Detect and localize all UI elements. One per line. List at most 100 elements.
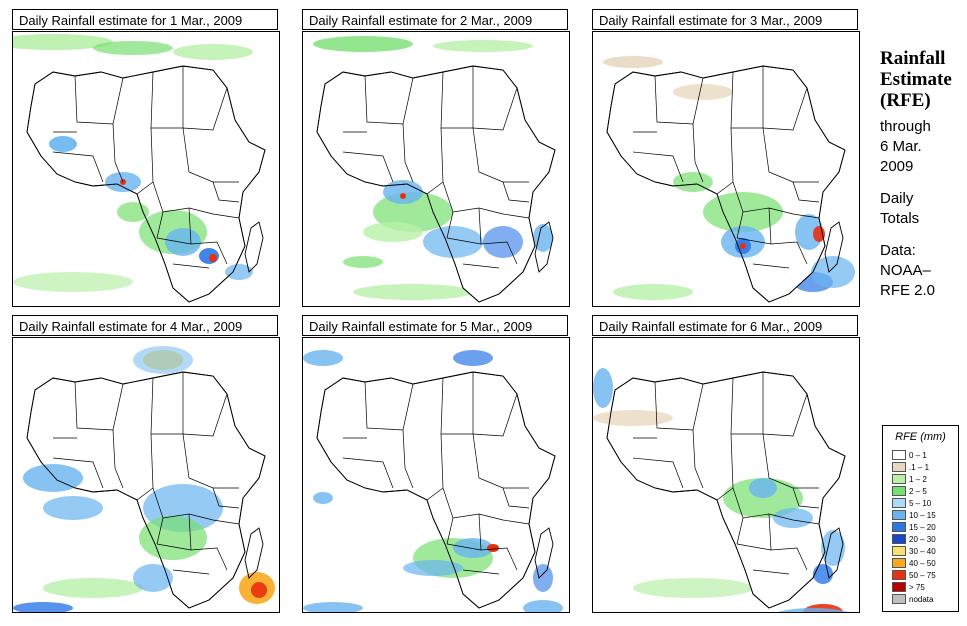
legend-swatch (892, 594, 906, 604)
legend-swatch (892, 570, 906, 580)
country-border (762, 87, 808, 131)
legend-label: 30 – 40 (909, 547, 936, 556)
rain-patch (303, 602, 363, 612)
panel-title: Daily Rainfall estimate for 4 Mar., 2009 (12, 315, 278, 336)
rain-patch (139, 516, 207, 560)
country-border (472, 433, 529, 489)
rain-patch (433, 40, 533, 52)
country-border (654, 381, 704, 431)
country-border (692, 429, 704, 489)
rain-patch (533, 224, 553, 252)
country-border (212, 181, 240, 203)
rain-patch (49, 136, 77, 152)
coastline (316, 65, 556, 303)
country-border (182, 127, 239, 183)
rain-patch (487, 544, 499, 552)
rain-patch (811, 256, 855, 288)
legend-swatch (892, 558, 906, 568)
rain-patch (251, 582, 267, 598)
legend-swatch (892, 534, 906, 544)
side-date-line2: 2009 (880, 158, 914, 175)
legend-swatch (892, 486, 906, 496)
legend-label: 50 – 75 (909, 571, 936, 580)
country-border (472, 393, 518, 437)
rain-patch (773, 508, 813, 528)
legend-label: 2 – 5 (909, 487, 927, 496)
country-border (402, 429, 414, 489)
country-border (446, 543, 500, 575)
rain-patch (209, 254, 217, 262)
rain-patch (13, 272, 133, 292)
coastline (26, 371, 266, 609)
rainfall-panel-6: Daily Rainfall estimate for 6 Mar., 2009 (592, 315, 860, 613)
rainfall-panel-3: Daily Rainfall estimate for 3 Mar., 2009 (592, 9, 860, 307)
rain-patch (383, 180, 423, 204)
country-border (502, 487, 530, 509)
rain-patch (453, 538, 493, 558)
country-border (472, 127, 529, 183)
country-border (212, 487, 240, 509)
legend-label: 40 – 50 (909, 559, 936, 568)
rain-patch (133, 346, 193, 374)
country-border (150, 372, 184, 435)
rainfall-panel-1: Daily Rainfall estimate for 1 Mar., 2009 (12, 9, 280, 307)
rain-patch (593, 368, 613, 408)
rainfall-map (302, 31, 570, 307)
legend-swatch (892, 510, 906, 520)
country-border (342, 437, 394, 489)
rain-patch (165, 228, 201, 256)
panel-title: Daily Rainfall estimate for 2 Mar., 2009 (302, 9, 568, 30)
rain-patch (173, 44, 253, 60)
country-border (74, 381, 124, 431)
country-border (762, 393, 808, 437)
rain-patch (403, 560, 463, 576)
rain-patch (363, 222, 423, 242)
legend-label: 5 – 10 (909, 499, 932, 508)
rain-patch (821, 530, 845, 566)
rain-patch (43, 496, 103, 520)
legend-label: > 75 (909, 583, 925, 592)
coastline (316, 371, 556, 609)
rfe-legend: RFE (mm) 0 – 1 .1 – 1 1 – 2 2 – 5 5 – 10 10 –… (882, 425, 959, 612)
rain-patch (453, 350, 493, 366)
rain-patch (603, 56, 663, 68)
side-date-line1: 6 Mar. (880, 138, 922, 155)
country-border (52, 131, 104, 183)
legend-swatch (892, 498, 906, 508)
rain-patch (313, 36, 413, 52)
rain-patch (117, 202, 149, 222)
country-border (402, 123, 414, 183)
country-border (364, 381, 414, 431)
side-data-line1: NOAA– (880, 262, 931, 279)
country-border (440, 372, 474, 435)
madagascar-outline (244, 527, 264, 579)
rain-patch (343, 256, 383, 268)
rainfall-map (12, 337, 280, 613)
country-border (156, 513, 228, 571)
legend-label: .1 – 1 (909, 463, 930, 472)
country-border (632, 437, 684, 489)
coastline (606, 371, 846, 609)
coastline (606, 65, 846, 303)
legend-label: 15 – 20 (909, 523, 936, 532)
side-daily-line1: Daily (880, 190, 914, 207)
country-border (736, 207, 808, 265)
rain-patch (313, 492, 333, 504)
rain-patch (613, 284, 693, 300)
country-border (440, 66, 474, 129)
legend-title: RFE (mm) (895, 431, 946, 443)
rainfall-panel-5: Daily Rainfall estimate for 5 Mar., 2009 (302, 315, 570, 613)
rain-patch (423, 226, 483, 258)
country-border (736, 513, 808, 571)
madagascar-outline (824, 527, 844, 579)
rain-patch (533, 564, 553, 592)
rainfall-map (302, 337, 570, 613)
rainfall-map (592, 337, 860, 613)
rain-patch (400, 193, 406, 199)
rain-patch (813, 564, 833, 584)
country-border (472, 87, 518, 131)
side-data-label: Data: (880, 242, 916, 259)
country-border (654, 75, 704, 125)
rain-patch (673, 84, 733, 100)
country-border (446, 513, 518, 571)
